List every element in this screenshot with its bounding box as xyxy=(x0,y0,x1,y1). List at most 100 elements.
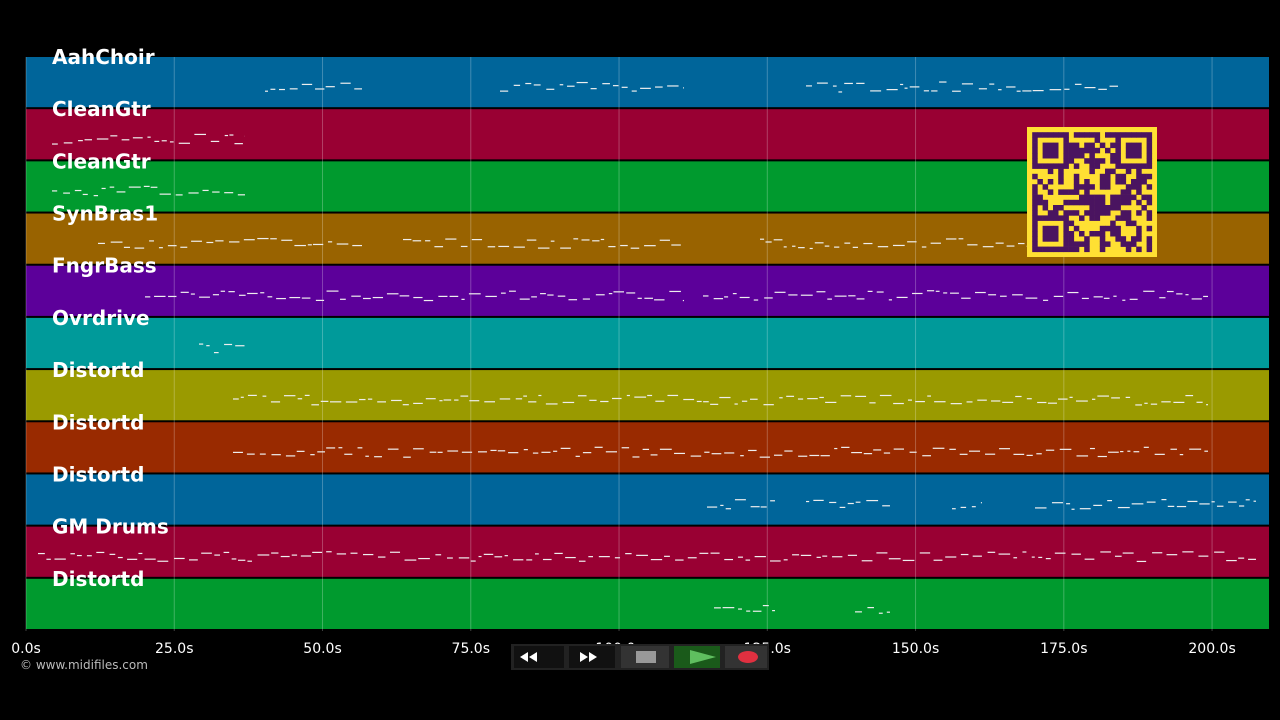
qr-cell xyxy=(1053,153,1059,159)
qr-cell xyxy=(1089,142,1095,149)
qr-cell xyxy=(1032,189,1038,195)
qr-cell xyxy=(1094,231,1101,237)
qr-cell xyxy=(1047,210,1054,216)
qr-cell xyxy=(1115,132,1121,138)
qr-cell xyxy=(1073,184,1080,190)
qr-cell xyxy=(1068,158,1075,164)
track-row xyxy=(26,57,1269,108)
track-name: SynBras1 xyxy=(52,202,158,226)
qr-cell xyxy=(1073,179,1080,185)
qr-cell xyxy=(1094,132,1101,138)
qr-cell xyxy=(1037,179,1043,185)
qr-cell xyxy=(1068,147,1075,154)
qr-cell xyxy=(1053,210,1059,216)
forward-icon xyxy=(580,652,597,662)
qr-cell xyxy=(1042,231,1049,237)
qr-cell xyxy=(1079,194,1085,201)
qr-cell xyxy=(1120,173,1127,180)
qr-cell xyxy=(1146,163,1153,169)
qr-cell xyxy=(1042,142,1049,149)
qr-cell xyxy=(1073,147,1080,154)
qr-cell xyxy=(1115,142,1121,149)
qr-cell xyxy=(1099,184,1106,190)
qr-cell xyxy=(1115,158,1121,164)
qr-cell xyxy=(1032,158,1038,164)
qr-cell xyxy=(1047,236,1054,242)
qr-cell xyxy=(1063,231,1069,237)
qr-cell xyxy=(1099,246,1106,253)
qr-cell xyxy=(1099,194,1106,201)
qr-cell xyxy=(1068,246,1075,253)
play-button[interactable] xyxy=(674,646,720,668)
qr-cell xyxy=(1032,199,1038,206)
qr-cell xyxy=(1146,142,1153,149)
qr-cell xyxy=(1063,142,1069,149)
qr-cell xyxy=(1073,163,1080,169)
qr-cell xyxy=(1063,147,1069,154)
tick-label: 200.0s xyxy=(1188,641,1235,657)
stop-button[interactable] xyxy=(621,646,669,668)
qr-cell xyxy=(1084,132,1090,138)
qr-cell xyxy=(1047,153,1054,159)
qr-cell xyxy=(1136,210,1142,216)
qr-cell xyxy=(1073,210,1080,216)
rewind-button[interactable] xyxy=(514,646,564,668)
qr-cell xyxy=(1047,163,1054,169)
qr-cell xyxy=(1032,132,1038,138)
qr-cell xyxy=(1084,179,1090,185)
qr-cell xyxy=(1073,142,1080,149)
qr-cell xyxy=(1042,153,1049,159)
qr-cell xyxy=(1141,179,1147,185)
qr-cell xyxy=(1115,225,1121,232)
qr-cell xyxy=(1146,158,1153,164)
track-row xyxy=(26,578,1269,629)
qr-cell xyxy=(1105,210,1111,216)
track-row xyxy=(26,317,1269,369)
qr-cell xyxy=(1136,246,1142,253)
qr-cell xyxy=(1042,225,1049,232)
qr-cell xyxy=(1120,163,1127,169)
qr-cell xyxy=(1037,199,1043,206)
qr-cell xyxy=(1058,132,1064,138)
button[interactable] xyxy=(514,646,564,668)
qr-cell xyxy=(1032,173,1038,180)
qr-cell xyxy=(1125,163,1132,169)
forward-button[interactable] xyxy=(569,646,615,668)
qr-cell xyxy=(1110,153,1116,159)
qr-cell xyxy=(1084,199,1090,206)
qr-cell xyxy=(1032,194,1038,201)
qr-cell xyxy=(1125,142,1132,149)
qr-cell xyxy=(1115,179,1121,185)
qr-cell xyxy=(1110,132,1116,138)
qr-cell xyxy=(1032,231,1038,237)
qr-cell xyxy=(1125,153,1132,159)
qr-cell xyxy=(1089,184,1095,190)
qr-cell xyxy=(1110,142,1116,149)
qr-cell xyxy=(1037,215,1043,221)
qr-cell xyxy=(1146,199,1153,206)
qr-cell xyxy=(1146,225,1153,232)
tick-label: 150.0s xyxy=(892,641,939,657)
qr-cell xyxy=(1053,225,1059,232)
qr-cell xyxy=(1146,194,1153,201)
qr-cell xyxy=(1089,168,1095,175)
qr-cell xyxy=(1073,199,1080,206)
record-button[interactable] xyxy=(725,646,767,668)
qr-cell xyxy=(1058,205,1064,211)
qr-cell xyxy=(1099,241,1106,247)
qr-cell xyxy=(1058,168,1064,175)
qr-cell xyxy=(1089,215,1095,221)
qr-cell xyxy=(1099,231,1106,237)
qr-cell xyxy=(1110,220,1116,227)
qr-cell xyxy=(1063,137,1069,143)
qr-cell xyxy=(1120,189,1127,195)
qr-cell xyxy=(1136,184,1142,190)
track-row xyxy=(26,474,1269,525)
qr-cell xyxy=(1047,231,1054,237)
qr-cell xyxy=(1131,220,1137,227)
qr-cell xyxy=(1115,147,1121,154)
qr-cell xyxy=(1063,225,1069,232)
qr-cell xyxy=(1084,246,1090,253)
qr-cell xyxy=(1120,215,1127,221)
credit: © www.midifiles.com xyxy=(20,658,148,672)
